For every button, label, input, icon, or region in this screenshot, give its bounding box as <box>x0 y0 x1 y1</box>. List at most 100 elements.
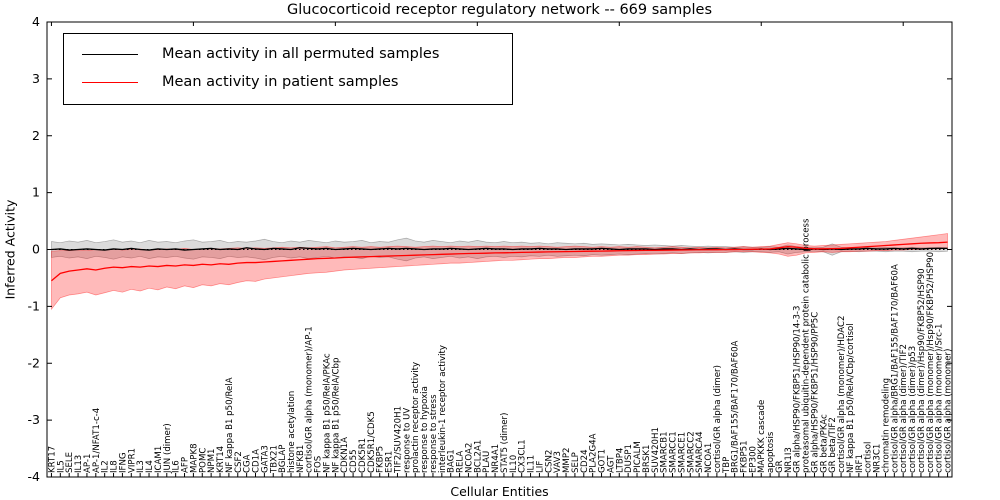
category-label: TIF2/SUV420H1 <box>393 406 403 474</box>
category-label: NPM1 <box>207 449 217 474</box>
category-label: NR3C1 <box>873 444 883 473</box>
series-line-patient <box>51 241 948 282</box>
category-label: CD1A <box>252 449 262 473</box>
category-label: CD24 <box>580 449 590 473</box>
legend-entry-permuted: Mean activity in all permuted samples <box>74 40 502 68</box>
category-label: IRF1 <box>855 454 865 473</box>
category-label: VIPR1 <box>127 448 137 473</box>
category-label: SMARCB1 <box>660 431 670 473</box>
category-label: cortisol/GR alpha (monomer)/AP-1 <box>305 326 315 473</box>
category-label: GR alpha/HSP90/FKBP51/HSP90/PP5C <box>810 312 820 473</box>
category-label: LIF <box>535 461 545 473</box>
category-label: IL6 <box>172 460 182 473</box>
y-tick-label: 2 <box>32 128 40 143</box>
category-label: IL4 <box>145 460 155 473</box>
category-label: GR beta/TIF2 <box>828 417 838 473</box>
category-label: NCOA2 <box>464 443 474 473</box>
category-label: SMARCC1 <box>669 431 679 473</box>
category-label: AGT <box>606 455 616 473</box>
category-label: RELA <box>456 451 466 473</box>
category-label: PLA2G4A <box>589 433 599 473</box>
category-label: BAG1 <box>447 449 457 473</box>
category-label: FKBP51 <box>739 440 749 473</box>
category-label: NF kappa B1 p50/RelA <box>225 377 235 473</box>
category-label: VAV3 <box>553 451 563 473</box>
legend-label-patient: Mean activity in patient samples <box>162 74 399 90</box>
category-label: MMP2 <box>562 448 572 473</box>
category-label: BGLAP <box>278 445 288 473</box>
category-label: LTBP4 <box>615 448 625 473</box>
category-label: proteasomal ubiquitin-dependent protein … <box>802 218 812 473</box>
series-line-permuted <box>51 247 948 251</box>
category-label: SELE <box>65 452 75 473</box>
category-label: NF kappa B1 p50/RelA/PKAc <box>322 353 332 473</box>
y-tick-label: -2 <box>28 355 40 370</box>
legend: Mean activity in all permuted samples Me… <box>63 33 513 105</box>
legend-entry-patient: Mean activity in patient samples <box>74 68 502 96</box>
legend-line-black-icon <box>82 53 138 55</box>
category-label: response to UV <box>402 408 412 473</box>
category-label: IL3 <box>136 460 146 473</box>
chart-title: Glucocorticoid receptor regulatory netwo… <box>287 2 712 18</box>
category-label: AP-1/NFAT1-c-4 <box>92 408 102 473</box>
category-label: TBP <box>722 457 732 474</box>
category-label: IFNG <box>118 452 128 473</box>
category-label: FOS <box>314 456 324 473</box>
category-label: MAPK8 <box>189 443 199 473</box>
y-tick-label: -3 <box>28 412 40 427</box>
category-label: AFP <box>181 457 191 473</box>
category-label: NR1I3 <box>784 447 794 473</box>
category-label: BRG1/BAF155/BAF170/BAF60A <box>731 340 741 473</box>
category-label: GATA3 <box>260 445 270 473</box>
category-label: SELP <box>571 452 581 473</box>
band-patient-samples-range <box>51 233 948 311</box>
category-label: IL13 <box>74 455 84 473</box>
category-label: KRT14 <box>216 446 226 473</box>
category-label: CDK5R1 <box>358 438 368 473</box>
category-label: cortisol/GR alpha (dimer)/Hsp90/FKBP52/H… <box>917 268 927 473</box>
legend-line-red-icon <box>82 81 138 83</box>
y-axis-label: Inferred Activity <box>2 199 18 300</box>
category-label: POMC <box>198 448 208 473</box>
y-tick-label: -4 <box>28 469 41 484</box>
y-tick-label: 1 <box>32 185 40 200</box>
x-axis-label: Cellular Entities <box>450 484 549 499</box>
category-label: AP-1 <box>83 454 93 473</box>
category-label: NCOA1 <box>704 443 714 473</box>
category-label: IL10 <box>509 455 519 473</box>
category-label: CD55 <box>349 449 359 473</box>
y-tick-label: 4 <box>32 14 40 29</box>
category-label: TBX21 <box>269 445 279 474</box>
category-label: GR beta/PKAc <box>819 414 829 473</box>
category-label: prolactin receptor activity <box>411 362 421 473</box>
category-label: chromatin remodeling <box>881 378 891 473</box>
category-label: cortisol/GR alpha (monomer)/Hsp90/FKBP52… <box>926 252 936 473</box>
category-label: interleukin-1 receptor activity <box>438 345 448 473</box>
category-label: CX3CL1 <box>518 439 528 473</box>
category-label: response to hypoxia <box>420 386 430 473</box>
category-label: CSF2 <box>234 451 244 473</box>
category-label: response to stress <box>429 394 439 473</box>
category-label: CGA <box>243 454 253 473</box>
category-label: SMARCA4 <box>695 431 705 473</box>
category-label: DUSP1 <box>624 444 634 473</box>
category-label: cortisol/GR alpha (dimer) <box>713 365 723 473</box>
category-label: cortisol/GR alpha (monomer)/Src-1 <box>935 324 945 473</box>
category-label: CSN2 <box>544 450 554 473</box>
category-label: IL2 <box>101 460 111 473</box>
category-label: SMARCE1 <box>677 432 687 473</box>
category-label: CDK5R1/CDK5 <box>367 411 377 473</box>
category-label: FKBP5 <box>376 446 386 473</box>
category-label: NF kappa B1 p50/RelA/Cbp <box>331 358 341 473</box>
category-label: KRT17 <box>47 446 57 473</box>
category-label: cortisol/GR alpha (monomer) <box>944 349 954 473</box>
category-label: BRSK1 <box>642 445 652 473</box>
category-label: PICALM <box>633 441 643 473</box>
category-label: IL8 <box>110 460 120 473</box>
category-label: cortisol/GR alpha/BRG1/BAF155/BAF170/BAF… <box>890 264 900 473</box>
category-label: EP300 <box>748 446 758 473</box>
category-label: SMARCC2 <box>686 431 696 473</box>
category-label: SUV420H1 <box>651 427 661 473</box>
